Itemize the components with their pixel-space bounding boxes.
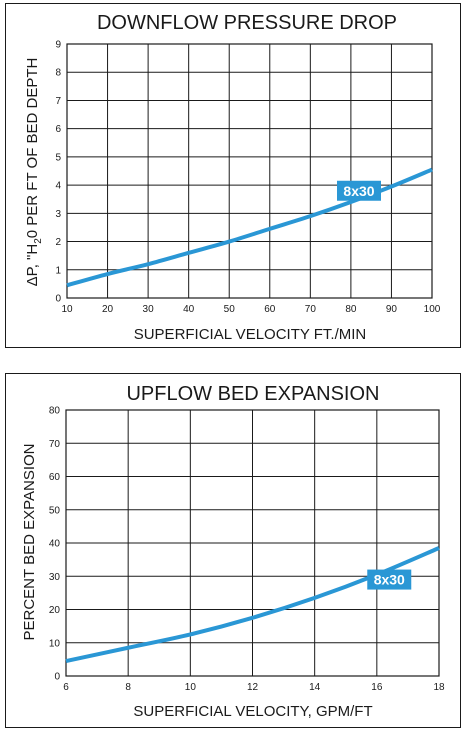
chart1-series: 8x30 <box>66 167 433 288</box>
c2-y-tick-label: 30 <box>49 572 61 583</box>
chart2-y-axis-label: PERCENT BED EXPANSION <box>21 444 38 641</box>
c2-series-label: 8x30 <box>374 572 405 588</box>
c2-y-tick-label: 80 <box>49 406 61 417</box>
c1-series-label: 8x30 <box>343 183 374 199</box>
c2-y-tick-label: 60 <box>49 472 61 483</box>
chart2-x-ticks: 6 8 10 12 14 16 18 <box>63 682 445 693</box>
c1-y-tick-label: 8 <box>55 68 61 79</box>
c2-y-tick-label: 50 <box>49 505 61 516</box>
c2-x-tick-label: 14 <box>309 682 321 693</box>
c1-x-tick-label: 10 <box>61 304 73 315</box>
chart1-grid <box>66 43 433 299</box>
c1-y-tick-label: 3 <box>55 209 61 220</box>
downflow-pressure-drop-panel <box>5 3 461 348</box>
c2-x-tick-label: 6 <box>63 682 69 693</box>
chart2-y-ticks: 0 10 20 30 40 50 60 70 80 <box>49 406 61 683</box>
c1-x-tick-label: 40 <box>183 304 195 315</box>
c1-y-tick-label: 6 <box>55 124 61 135</box>
c1-y-tick-label: 1 <box>55 265 61 276</box>
chart1-y-ticks: 0 1 2 3 4 5 6 7 8 9 <box>55 40 61 305</box>
c1-x-tick-label: 30 <box>143 304 155 315</box>
chart2-x-axis-label: SUPERFICIAL VELOCITY, GPM/FT <box>133 703 372 720</box>
c1-x-tick-label: 80 <box>345 304 357 315</box>
upflow-bed-expansion-panel <box>5 373 461 728</box>
downflow-pressure-drop-chart: DOWNFLOW PRESSURE DROP 10 20 30 40 50 60 70 80 9… <box>24 12 441 343</box>
c1-y-tick-label: 0 <box>55 294 61 305</box>
c1-x-tick-label: 70 <box>305 304 317 315</box>
c2-y-tick-label: 70 <box>49 439 61 450</box>
chart2-series: 8x30 <box>65 546 440 663</box>
chart2-title: UPFLOW BED EXPANSION <box>126 383 379 405</box>
c1-x-tick-label: 20 <box>102 304 114 315</box>
c2-y-tick-label: 10 <box>49 638 61 649</box>
c1-y-tick-label: 9 <box>55 40 61 51</box>
c2-x-tick-label: 16 <box>371 682 383 693</box>
c2-x-tick-label: 10 <box>185 682 197 693</box>
c2-x-tick-label: 8 <box>125 682 131 693</box>
c2-y-tick-label: 20 <box>49 605 61 616</box>
c2-y-tick-label: 0 <box>54 672 60 683</box>
c2-x-tick-label: 18 <box>433 682 445 693</box>
chart2-grid <box>65 409 440 677</box>
c1-series-label-badge <box>337 180 381 201</box>
c1-y-tick-label: 7 <box>55 96 61 107</box>
c1-y-tick-label: 4 <box>55 181 61 192</box>
upflow-bed-expansion-chart: UPFLOW BED EXPANSION 6 8 10 12 14 16 18 0 10 20 3… <box>21 383 445 720</box>
c1-x-tick-label: 90 <box>386 304 398 315</box>
c1-x-tick-label: 50 <box>224 304 236 315</box>
c1-y-tick-label: 5 <box>55 152 61 163</box>
c1-x-tick-label: 100 <box>424 304 441 315</box>
chart1-x-ticks: 10 20 30 40 50 60 70 80 90 100 <box>61 304 440 315</box>
c1-x-tick-label: 60 <box>264 304 276 315</box>
chart1-y-axis-label: ΔP, "H20 PER FT OF BED DEPTH <box>24 58 44 287</box>
chart1-title: DOWNFLOW PRESSURE DROP <box>97 12 397 34</box>
c2-plot-frame <box>65 409 440 677</box>
c2-x-tick-label: 12 <box>247 682 259 693</box>
c2-y-tick-label: 40 <box>49 539 61 550</box>
c2-series-label-badge <box>367 569 412 590</box>
c1-plot-frame <box>66 43 433 299</box>
c1-y-tick-label: 2 <box>55 237 61 248</box>
chart1-x-axis-label: SUPERFICIAL VELOCITY FT./MIN <box>134 326 367 343</box>
